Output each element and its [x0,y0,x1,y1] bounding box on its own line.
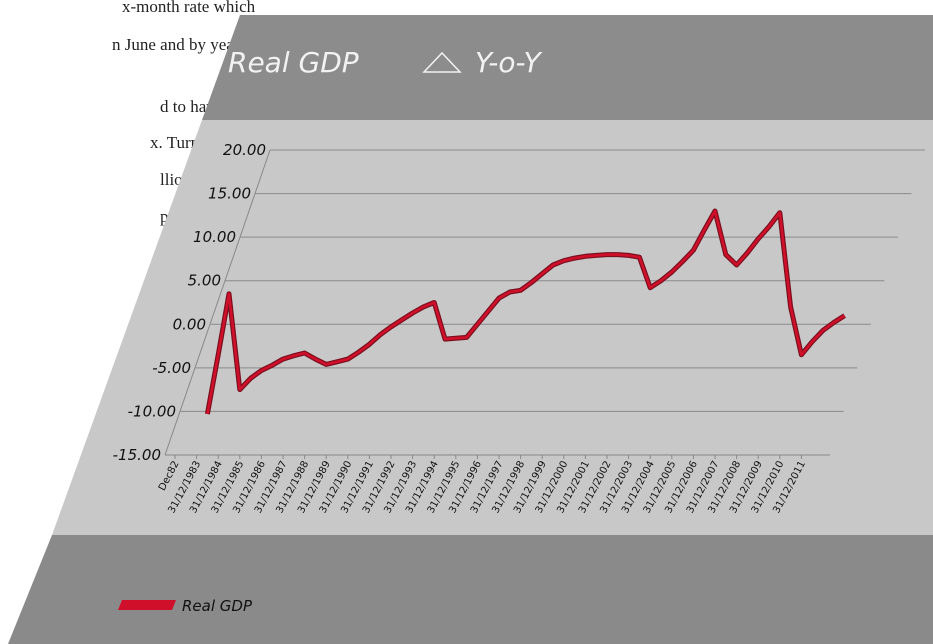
y-tick-label: 0.00 [173,315,206,333]
plot-panel [52,120,933,535]
y-tick-label: -15.00 [113,446,161,464]
y-tick-label: 5.00 [188,272,221,290]
legend-swatch [118,600,176,610]
header-band [202,15,933,120]
y-tick-label: -5.00 [152,359,191,377]
chart-subtitle: Y-o-Y [475,46,543,79]
y-tick-label: -10.00 [128,402,176,420]
text-line: x-month rate which [122,0,256,16]
y-tick-label: 15.00 [208,185,251,203]
chart-title: Real GDP [228,46,359,79]
y-axis [164,149,271,456]
legend-label: Real GDP [182,597,253,615]
text-line: n June and by year [112,35,240,54]
line [206,209,846,415]
y-tick-label: 20.00 [223,141,266,159]
delta-icon [422,51,462,73]
legend-band [8,535,933,644]
y-tick-label: 10.00 [193,228,236,246]
